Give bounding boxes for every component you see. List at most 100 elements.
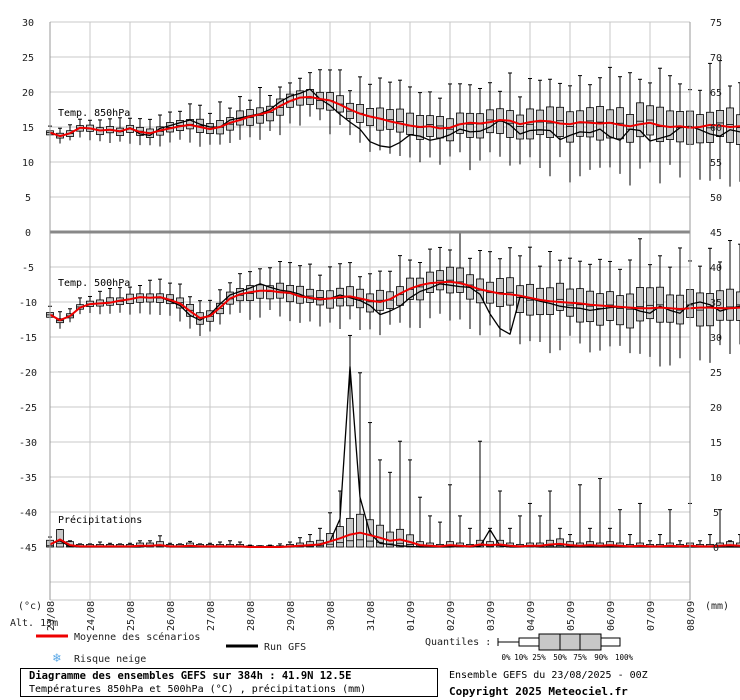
- x-tick-label: 07/09: [646, 601, 657, 631]
- box-iqr: [566, 111, 574, 143]
- x-tick-label: 31/08: [366, 601, 377, 631]
- quantile-value: 100%: [615, 653, 634, 662]
- box-iqr: [556, 282, 564, 311]
- tick-850-left: 15: [22, 123, 34, 134]
- x-tick-label: 29/08: [286, 601, 297, 631]
- tick-500-left: -5: [22, 263, 34, 274]
- tick-mm-right: 40: [710, 263, 722, 274]
- quantile-value: 0%: [501, 653, 511, 662]
- gfs-line-500: [49, 283, 740, 335]
- box-iqr: [366, 293, 374, 313]
- label-precip: Précipitations: [58, 514, 142, 526]
- box-iqr: [266, 105, 274, 122]
- legend-gfs-label: Run GFS: [264, 642, 306, 653]
- box-iqr: [736, 114, 740, 145]
- x-tick-label: 26/08: [166, 601, 177, 631]
- tick-mm-right: 5: [713, 508, 719, 519]
- box-iqr: [466, 112, 474, 138]
- mean-line-500: [49, 280, 740, 322]
- x-tick-label: 27/08: [206, 601, 217, 631]
- box-iqr: [56, 529, 64, 548]
- tick-mm-right: 20: [710, 403, 722, 414]
- quantiles-key: [497, 633, 621, 651]
- box-iqr: [576, 288, 584, 323]
- box-iqr: [446, 118, 454, 142]
- tick-500-left: -35: [19, 473, 37, 484]
- quantiles-label: Quantiles :: [425, 637, 491, 648]
- tick-850-right: 50: [710, 193, 722, 204]
- x-tick-label: 30/08: [326, 601, 337, 631]
- mean-line-850: [49, 95, 740, 138]
- box-iqr: [616, 295, 624, 326]
- x-tick-label: 04/09: [526, 601, 537, 631]
- series-lines: [49, 88, 740, 548]
- tick-850-left: 20: [22, 88, 34, 99]
- box-iqr: [726, 288, 734, 321]
- tick-500-left: -15: [19, 333, 37, 344]
- tick-mm-right: 10: [710, 473, 722, 484]
- box-iqr: [506, 277, 514, 306]
- quantile-value: 90%: [594, 653, 608, 662]
- box-iqr: [406, 112, 414, 135]
- quantile-values: 0% 10% 25% 50% 75% 90% 100%: [501, 653, 633, 662]
- x-tick-label: 01/09: [406, 601, 417, 631]
- x-tick-label: 02/09: [446, 601, 457, 631]
- box-iqr: [636, 102, 644, 138]
- box-iqr: [516, 114, 524, 140]
- tick-850-right: 65: [710, 88, 722, 99]
- box-iqr: [646, 287, 654, 320]
- ensemble-run-label: Ensemble GEFS du 23/08/2025 - 00Z: [449, 670, 648, 681]
- box-iqr: [726, 107, 734, 143]
- tick-mm-right: 15: [710, 438, 722, 449]
- unit-left: (°c): [18, 601, 42, 612]
- gfs-line-precip: [49, 365, 740, 548]
- box-iqr: [716, 290, 724, 321]
- box-iqr: [696, 292, 704, 327]
- box-iqr: [666, 110, 674, 140]
- box-iqr: [626, 293, 634, 329]
- tick-850-left: 0: [25, 228, 31, 239]
- tick-mm-right: 25: [710, 368, 722, 379]
- tick-500-left: -40: [19, 508, 37, 519]
- quantile-value: 75%: [573, 653, 587, 662]
- box-iqr: [396, 108, 404, 133]
- tick-500-left: -45: [19, 543, 37, 554]
- tick-mm-right: 35: [710, 298, 722, 309]
- x-tick-label: 08/09: [686, 601, 697, 631]
- altitude-label: Alt. 13m: [10, 618, 58, 629]
- tick-850-right: 75: [710, 18, 722, 29]
- box-iqr: [346, 517, 354, 548]
- tick-850-right: 70: [710, 53, 722, 64]
- mean-line-precip: [49, 531, 740, 548]
- tick-mm-right: 0: [713, 543, 719, 554]
- tick-mm-right: 30: [710, 333, 722, 344]
- tick-850-left: 5: [25, 193, 31, 204]
- box-iqr: [706, 293, 714, 327]
- label-temp500: Temp. 500hPa: [58, 278, 130, 289]
- x-tick-label: 05/09: [566, 601, 577, 631]
- x-tick-label: 06/09: [606, 601, 617, 631]
- x-tick-label: 24/08: [86, 601, 97, 631]
- unit-right: (mm): [705, 601, 729, 612]
- x-tick-label: 23/08: [46, 601, 57, 631]
- tick-500-left: -25: [19, 403, 37, 414]
- tick-850-left: 25: [22, 53, 34, 64]
- box-iqr: [476, 113, 484, 139]
- box-iqr: [456, 267, 464, 293]
- gfs-line-850: [49, 88, 740, 148]
- chart-title: Diagramme des ensembles GEFS sur 384h : …: [29, 670, 352, 682]
- tick-500-left: -20: [19, 368, 37, 379]
- tick-850-right: 55: [710, 158, 722, 169]
- legend-snow-label: Risque neige: [74, 654, 146, 665]
- legend-mean-label: Moyenne des scénarios: [74, 631, 200, 643]
- chart-subtitle: Températures 850hPa et 500hPa (°C) , pré…: [29, 684, 367, 695]
- snowflake-icon: ❄: [52, 651, 61, 666]
- tick-850-left: 30: [22, 18, 34, 29]
- quantile-value: 25%: [532, 653, 546, 662]
- tick-500-left: -30: [19, 438, 37, 449]
- footer-title-box: Diagramme des ensembles GEFS sur 384h : …: [20, 668, 438, 697]
- box-iqr: [636, 287, 644, 322]
- box-iqr: [706, 111, 714, 143]
